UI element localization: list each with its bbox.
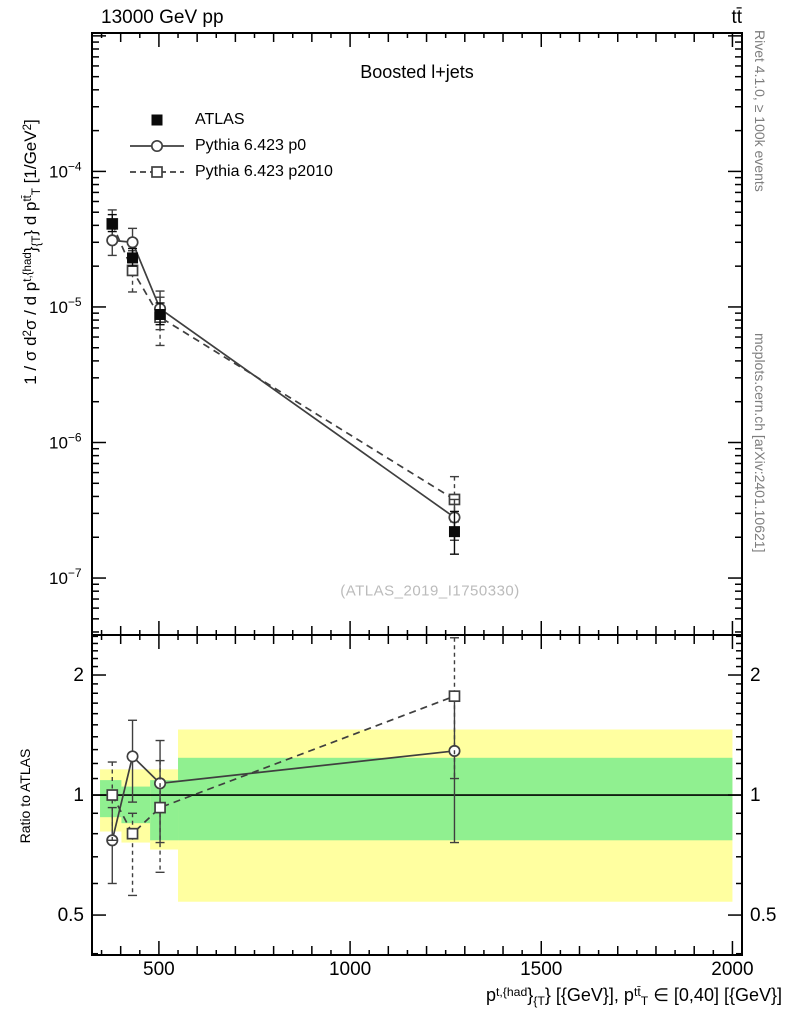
ratio-tick-label-right: 1: [750, 785, 761, 806]
data-point-marker: [448, 690, 461, 703]
rivet-version-note: Rivet 4.1.0, ≥ 100k events: [752, 30, 768, 192]
x-tick-label: 1000: [329, 959, 371, 980]
ratio-tick-label-right: 2: [750, 665, 761, 686]
y-tick-label: 10−6: [49, 431, 82, 453]
ratio-tick-label-left: 1: [73, 785, 84, 806]
x-tick-label: 2000: [711, 959, 753, 980]
legend-item-pythia-p0: Pythia 6.423 p0: [128, 136, 333, 156]
filled-square-marker-icon: [128, 112, 186, 128]
axis-tick-labels: 500 1000 1500 2000 10−4 10−5 10−6 10−7 2 2 1 1 0.5 0.…: [49, 159, 776, 980]
data-point-marker: [126, 827, 139, 840]
x-tick-label: 500: [143, 959, 175, 980]
legend-item-label: ATLAS: [195, 111, 245, 128]
panel-frames: [91, 32, 743, 956]
beam-energy-header: 13000 GeV pp: [101, 7, 224, 28]
series-line: [111, 750, 455, 841]
ratio-axis-label: Ratio to ATLAS: [17, 748, 33, 844]
green-uncertainty-band: [178, 757, 733, 841]
y-tick-label: 10−4: [49, 159, 82, 181]
data-point-marker: [106, 234, 119, 247]
series-line: [112, 239, 455, 519]
main-series-pythia-6-423-p2010: [106, 209, 461, 523]
series-line: [111, 695, 455, 836]
legend: ATLAS Pythia 6.423 p0 Pythia 6.423 p2010: [128, 110, 333, 182]
mcplots-attribution-note: mcplots.cern.ch [arXiv:2401.10621]: [752, 333, 768, 553]
ratio-tick-label-right: 0.5: [750, 905, 776, 926]
data-point-marker: [126, 750, 139, 763]
data-point-marker: [448, 526, 460, 538]
ratio-panel-frame: [91, 634, 743, 956]
main-series-atlas: [106, 213, 460, 555]
legend-item-pythia-p2010: Pythia 6.423 p2010: [128, 162, 333, 182]
plot-title: Boosted l+jets: [360, 62, 474, 82]
y-tick-label: 10−7: [49, 566, 82, 588]
ratio-tick-label-left: 2: [73, 665, 84, 686]
open-circle-marker-icon: [128, 138, 186, 154]
ratio-series-pythia-6-423-p2010: [106, 637, 461, 897]
y-axis-label: 1 / σ d2σ / d pt,{had}{T} d ptt̄T [1/GeV…: [21, 119, 44, 385]
open-square-marker-icon: [128, 164, 186, 180]
series-line: [111, 223, 455, 501]
analysis-watermark: (ATLAS_2019_I1750330): [340, 582, 520, 600]
data-point-marker: [154, 308, 166, 320]
x-tick-label: 1500: [520, 959, 562, 980]
legend-item-label: Pythia 6.423 p0: [195, 137, 307, 154]
data-point-marker: [127, 252, 139, 264]
ratio-tick-label-left: 0.5: [58, 905, 84, 926]
green-uncertainty-band: [121, 786, 151, 824]
data-point-marker: [106, 218, 118, 230]
data-point-marker: [126, 236, 139, 249]
legend-item-atlas: ATLAS: [128, 110, 333, 130]
process-header: tt̄: [731, 7, 742, 28]
main-series-pythia-6-423-p0: [106, 227, 461, 541]
data-point-marker: [106, 789, 119, 801]
x-axis-label: pt,{had}{T} [{GeV}], ptt̄T ∈ [0,40] [{Ge…: [485, 984, 782, 1009]
y-tick-label: 10−5: [49, 295, 82, 317]
legend-item-label: Pythia 6.423 p2010: [195, 163, 333, 180]
data-point-marker: [126, 264, 139, 277]
data-point-marker: [154, 801, 166, 814]
